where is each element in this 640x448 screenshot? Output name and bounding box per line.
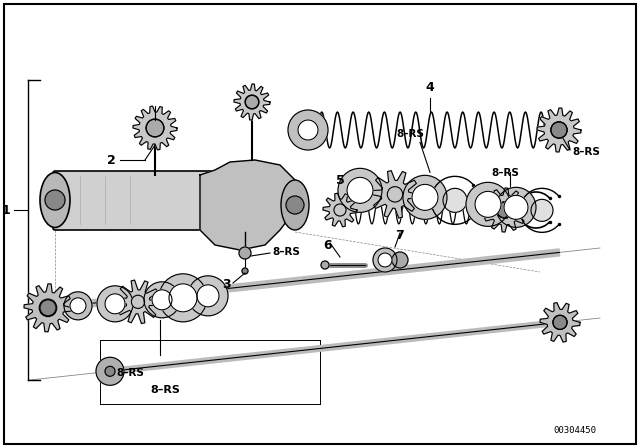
Circle shape bbox=[70, 298, 86, 314]
Circle shape bbox=[146, 119, 164, 137]
Text: 8–RS: 8–RS bbox=[150, 385, 180, 395]
Circle shape bbox=[553, 315, 567, 329]
Text: 8–RS: 8–RS bbox=[272, 247, 300, 257]
Circle shape bbox=[45, 190, 65, 210]
Circle shape bbox=[531, 199, 553, 221]
Polygon shape bbox=[537, 108, 581, 152]
Circle shape bbox=[403, 175, 447, 220]
Polygon shape bbox=[133, 106, 177, 150]
Circle shape bbox=[551, 122, 567, 138]
Circle shape bbox=[105, 294, 125, 314]
Circle shape bbox=[412, 184, 438, 211]
Circle shape bbox=[387, 187, 403, 202]
Circle shape bbox=[245, 95, 259, 108]
Text: 8–RS: 8–RS bbox=[396, 129, 424, 139]
Ellipse shape bbox=[281, 180, 309, 230]
Circle shape bbox=[298, 120, 318, 140]
Text: 3: 3 bbox=[222, 277, 231, 290]
Circle shape bbox=[96, 358, 124, 385]
Text: 2: 2 bbox=[108, 154, 116, 167]
Circle shape bbox=[105, 366, 115, 376]
Circle shape bbox=[40, 300, 56, 316]
Text: 8–RS: 8–RS bbox=[572, 147, 600, 157]
Circle shape bbox=[338, 168, 382, 212]
Text: 00304450: 00304450 bbox=[554, 426, 596, 435]
Circle shape bbox=[334, 204, 346, 216]
Circle shape bbox=[475, 191, 501, 217]
Circle shape bbox=[188, 276, 228, 316]
Text: 8–RS: 8–RS bbox=[491, 168, 519, 178]
Polygon shape bbox=[483, 188, 527, 232]
Text: 6: 6 bbox=[324, 239, 332, 252]
Polygon shape bbox=[234, 84, 270, 120]
Text: 1: 1 bbox=[1, 203, 10, 216]
Polygon shape bbox=[540, 302, 580, 342]
Text: 7: 7 bbox=[396, 229, 404, 242]
Circle shape bbox=[131, 295, 145, 308]
Circle shape bbox=[551, 122, 567, 138]
Circle shape bbox=[239, 247, 251, 259]
Circle shape bbox=[144, 282, 180, 318]
Polygon shape bbox=[371, 171, 419, 218]
Circle shape bbox=[378, 253, 392, 267]
FancyBboxPatch shape bbox=[53, 171, 247, 230]
Ellipse shape bbox=[40, 172, 70, 228]
Circle shape bbox=[497, 202, 513, 218]
Circle shape bbox=[373, 248, 397, 272]
Circle shape bbox=[443, 188, 467, 212]
Circle shape bbox=[392, 252, 408, 268]
Polygon shape bbox=[116, 280, 160, 323]
Circle shape bbox=[553, 315, 567, 329]
Circle shape bbox=[169, 284, 197, 312]
Circle shape bbox=[286, 196, 304, 214]
Circle shape bbox=[321, 261, 329, 269]
Circle shape bbox=[64, 292, 92, 320]
Text: 5: 5 bbox=[335, 174, 344, 187]
Circle shape bbox=[39, 299, 57, 317]
Circle shape bbox=[288, 110, 328, 150]
Circle shape bbox=[497, 202, 513, 218]
Circle shape bbox=[496, 187, 536, 227]
Circle shape bbox=[245, 95, 259, 109]
Circle shape bbox=[242, 268, 248, 274]
Circle shape bbox=[466, 182, 510, 226]
Polygon shape bbox=[323, 193, 357, 227]
Circle shape bbox=[347, 177, 373, 203]
Text: 8–RS: 8–RS bbox=[116, 368, 144, 378]
Circle shape bbox=[97, 286, 133, 322]
Polygon shape bbox=[24, 284, 72, 332]
Circle shape bbox=[197, 285, 219, 307]
Text: 4: 4 bbox=[426, 81, 435, 94]
Circle shape bbox=[152, 290, 172, 310]
Circle shape bbox=[146, 119, 164, 137]
Polygon shape bbox=[200, 160, 300, 250]
Circle shape bbox=[504, 195, 528, 220]
Circle shape bbox=[159, 274, 207, 322]
